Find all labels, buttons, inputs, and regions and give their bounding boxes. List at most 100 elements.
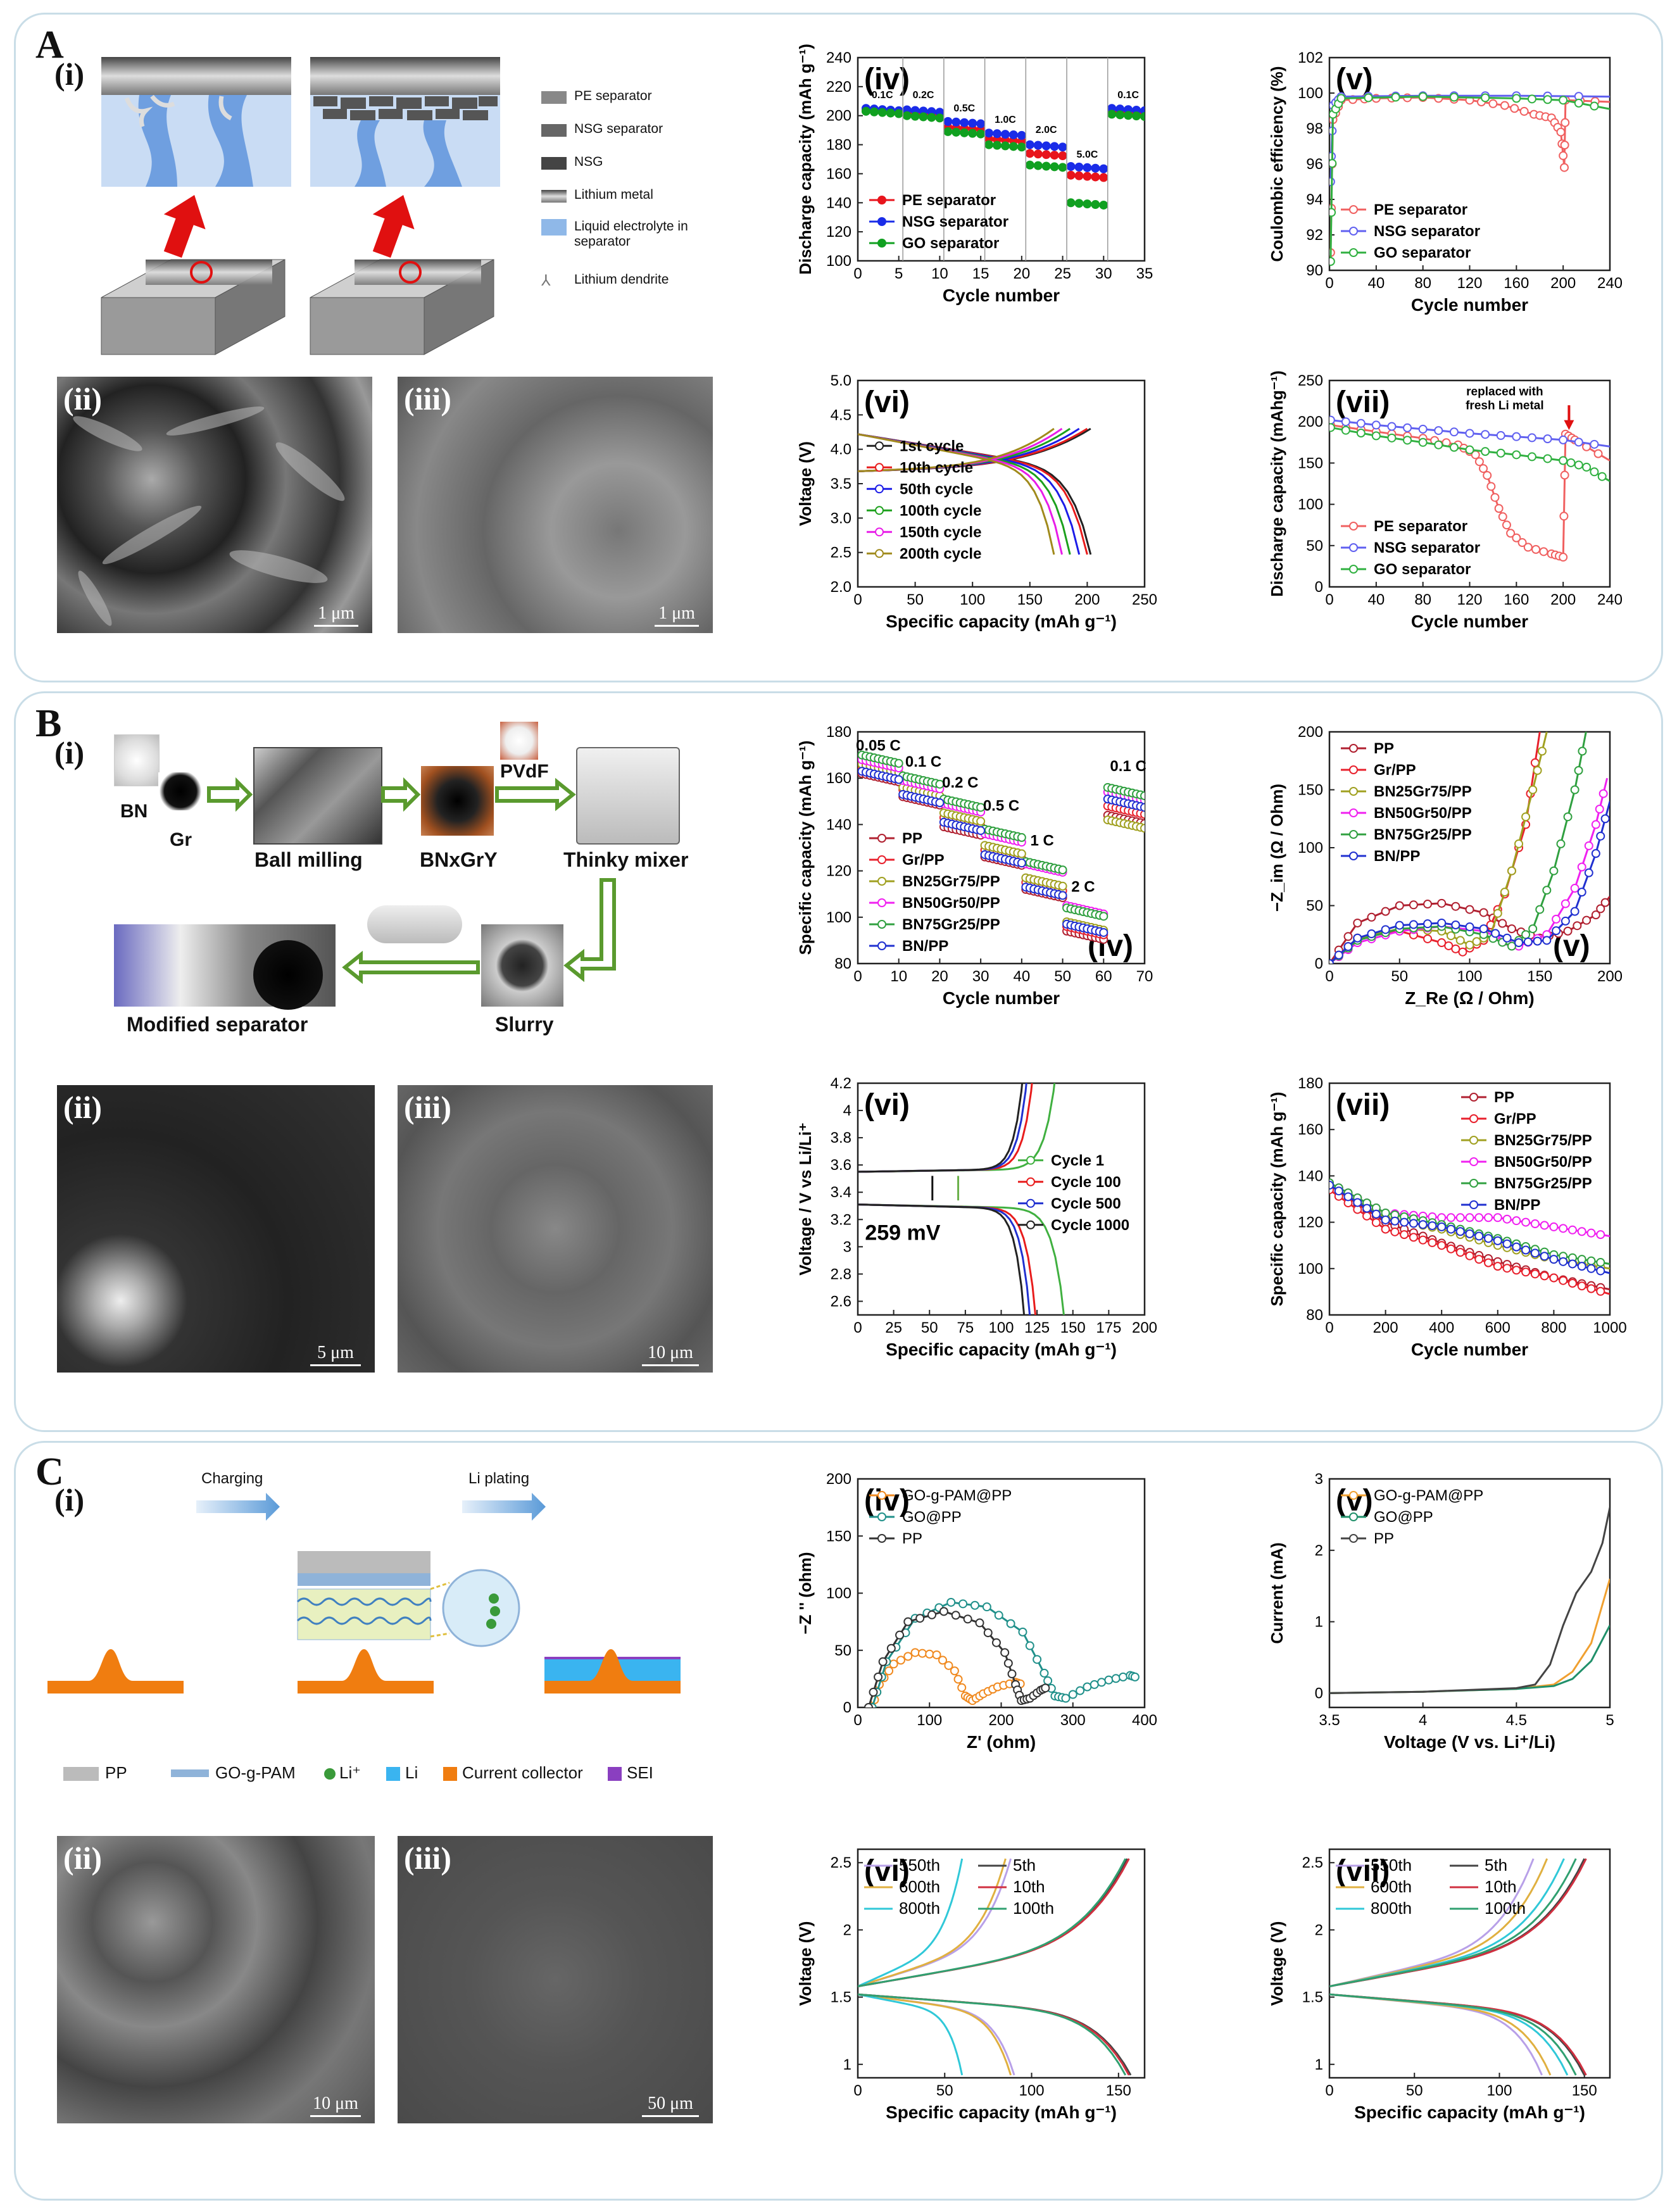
x-tick-label: 300 [1060, 1712, 1086, 1729]
series-go-g-pam-pp-marker [944, 1661, 953, 1670]
legend-item-lithium-metal: Lithium metal [541, 187, 653, 203]
y-tick-label: 140 [1298, 1167, 1323, 1185]
series-bn50gr50-pp-marker [1595, 805, 1604, 814]
collector-bump-right [544, 1649, 681, 1694]
series-pp-marker [1423, 900, 1433, 909]
series-gr-pp-marker [1428, 1238, 1437, 1247]
y-tick-label: 3 [1315, 1471, 1323, 1488]
y-tick-label: 2 [1315, 1542, 1323, 1559]
series-go-separator-marker [1391, 92, 1400, 102]
series-200th-cycle-discharge-line [858, 433, 1055, 555]
y-tick-label: 120 [1298, 1214, 1323, 1231]
series-pp-marker [1591, 910, 1600, 920]
series-nsg-separator-marker [1527, 433, 1536, 443]
series-gr-pp-marker [1418, 1235, 1428, 1245]
series-bn-pp-marker [1446, 1224, 1455, 1234]
y-tick-label: 0 [1315, 955, 1323, 972]
b-i-schematic: BN Gr Ball milling BNxGrY PVdF Thinky mi… [95, 722, 728, 1057]
legend-label: 550th [899, 1856, 940, 1875]
series-go-separator-marker [1590, 101, 1599, 111]
series-go-pp-marker [1090, 1680, 1099, 1689]
y-tick-label: 120 [826, 863, 851, 880]
series-nsg-separator-point [1050, 142, 1059, 151]
series-go-pp-marker [958, 1599, 968, 1609]
series-go-pp-marker [1130, 1672, 1140, 1681]
series-go-separator-point [1066, 198, 1076, 208]
series-gr-pp-marker [1362, 1211, 1372, 1221]
red-arrow-icon-left [163, 195, 206, 258]
legend-marker [877, 1512, 886, 1521]
series-go-separator-marker [1597, 472, 1607, 481]
series-go-separator-point [910, 111, 920, 121]
legend-label: BN75Gr25/PP [902, 916, 1000, 933]
x-tick-label: 3.5 [1319, 1712, 1340, 1729]
current-collector-icon [443, 1767, 457, 1781]
legend-marker [875, 549, 884, 558]
series-nsg-separator-point [1008, 130, 1018, 139]
series-gr-pp-marker [1444, 941, 1454, 950]
series-pe-separator-marker [1559, 553, 1568, 562]
series-bn75gr25-pp-point [976, 803, 986, 812]
series-nsg-separator-point [1025, 140, 1034, 149]
c-i-legend: PP GO-g-PAM Li⁺ Li Current collector SEI [63, 1763, 696, 1788]
series-bn-pp-marker [1418, 1220, 1428, 1229]
series-bn50gr50-pp-marker [1567, 1225, 1577, 1235]
x-tick-label: 70 [1136, 968, 1153, 985]
li-ion-cluster-icon [486, 1593, 500, 1629]
series-bn25gr75-pp-marker [1446, 931, 1455, 941]
series-pe-separator-point [1033, 149, 1043, 159]
series-gr-pp-marker [1521, 1267, 1531, 1277]
y-tick-label: 180 [826, 724, 851, 741]
series-pe-separator-marker [1556, 127, 1566, 137]
y-tick-label: 0 [843, 1699, 851, 1716]
x-tick-label: 200 [1550, 591, 1576, 608]
x-tick-label: 200 [1373, 1319, 1398, 1336]
x-tick-label: 50 [1391, 968, 1408, 985]
series-pp-line [1329, 895, 1610, 964]
series-group [858, 1858, 1132, 2076]
y-tick-label: 94 [1306, 191, 1323, 208]
series-group [861, 58, 1145, 261]
chart-b-vii: 0 200 400 600 800 1000 80 100 120 140 160 180 Cycle … [1267, 1075, 1627, 1359]
legend-marker [877, 1491, 886, 1500]
series-bn-pp-marker [1530, 1248, 1540, 1258]
y-tick-label: 100 [826, 1585, 851, 1602]
series-bn25gr75-pp-marker [1500, 888, 1509, 897]
series-go-pp-marker [994, 1611, 1003, 1620]
chart-b-iv: 0 10 20 30 40 50 60 70 80 100 120 140 160 180 Cycle nu… [796, 724, 1153, 1008]
series-gr-pp-marker [1474, 1255, 1484, 1264]
series-go-separator-point [1017, 142, 1026, 152]
series-nsg-separator-point [943, 116, 953, 126]
series-go-separator-marker [1434, 440, 1443, 449]
series-bn-pp-point [894, 775, 903, 784]
series-bn50gr50-pp-marker [1570, 884, 1580, 893]
series-bn-pp-marker [1570, 907, 1580, 916]
subpanel-label-a-ii: (ii) [63, 381, 103, 417]
legend-marker [877, 941, 886, 950]
dendrite-region-right [355, 120, 462, 187]
subpanel-label: (iv) [864, 63, 910, 96]
series-group [858, 1083, 1065, 1315]
legend-label: Cycle 1000 [1051, 1217, 1129, 1234]
series-100th-charge-line [1329, 1858, 1577, 1988]
series-pe-separator-marker [1560, 163, 1569, 172]
legend-item-electrolyte: Liquid electrolyte in separator [541, 219, 712, 249]
series-go-pp-marker [946, 1597, 956, 1607]
series-go-g-pam-pp-marker [903, 1652, 913, 1661]
series-nsg-separator-point [1083, 163, 1092, 172]
series-bn-pp-marker [1474, 1231, 1484, 1241]
series-go-separator-marker [1512, 94, 1521, 103]
rate-label: 0.2 C [942, 774, 978, 791]
series-pp-marker [903, 1617, 913, 1626]
nsg-layer [313, 96, 498, 120]
nsg-separator-icon [541, 123, 567, 137]
series-bn25gr75-pp-marker [1507, 866, 1516, 876]
legend-label: NSG separator [1374, 223, 1480, 240]
subpanel-label-b-ii: (ii) [63, 1090, 103, 1125]
series-100th-charge-line [858, 1858, 1127, 1988]
li-plating-label: Li plating [468, 1470, 530, 1487]
y-tick-label: 90 [1306, 262, 1323, 279]
series-pe-separator-marker [1559, 512, 1569, 521]
series-bn75gr25-pp-marker [1578, 746, 1587, 756]
legend-label: GO-g-PAM@PP [902, 1487, 1012, 1504]
